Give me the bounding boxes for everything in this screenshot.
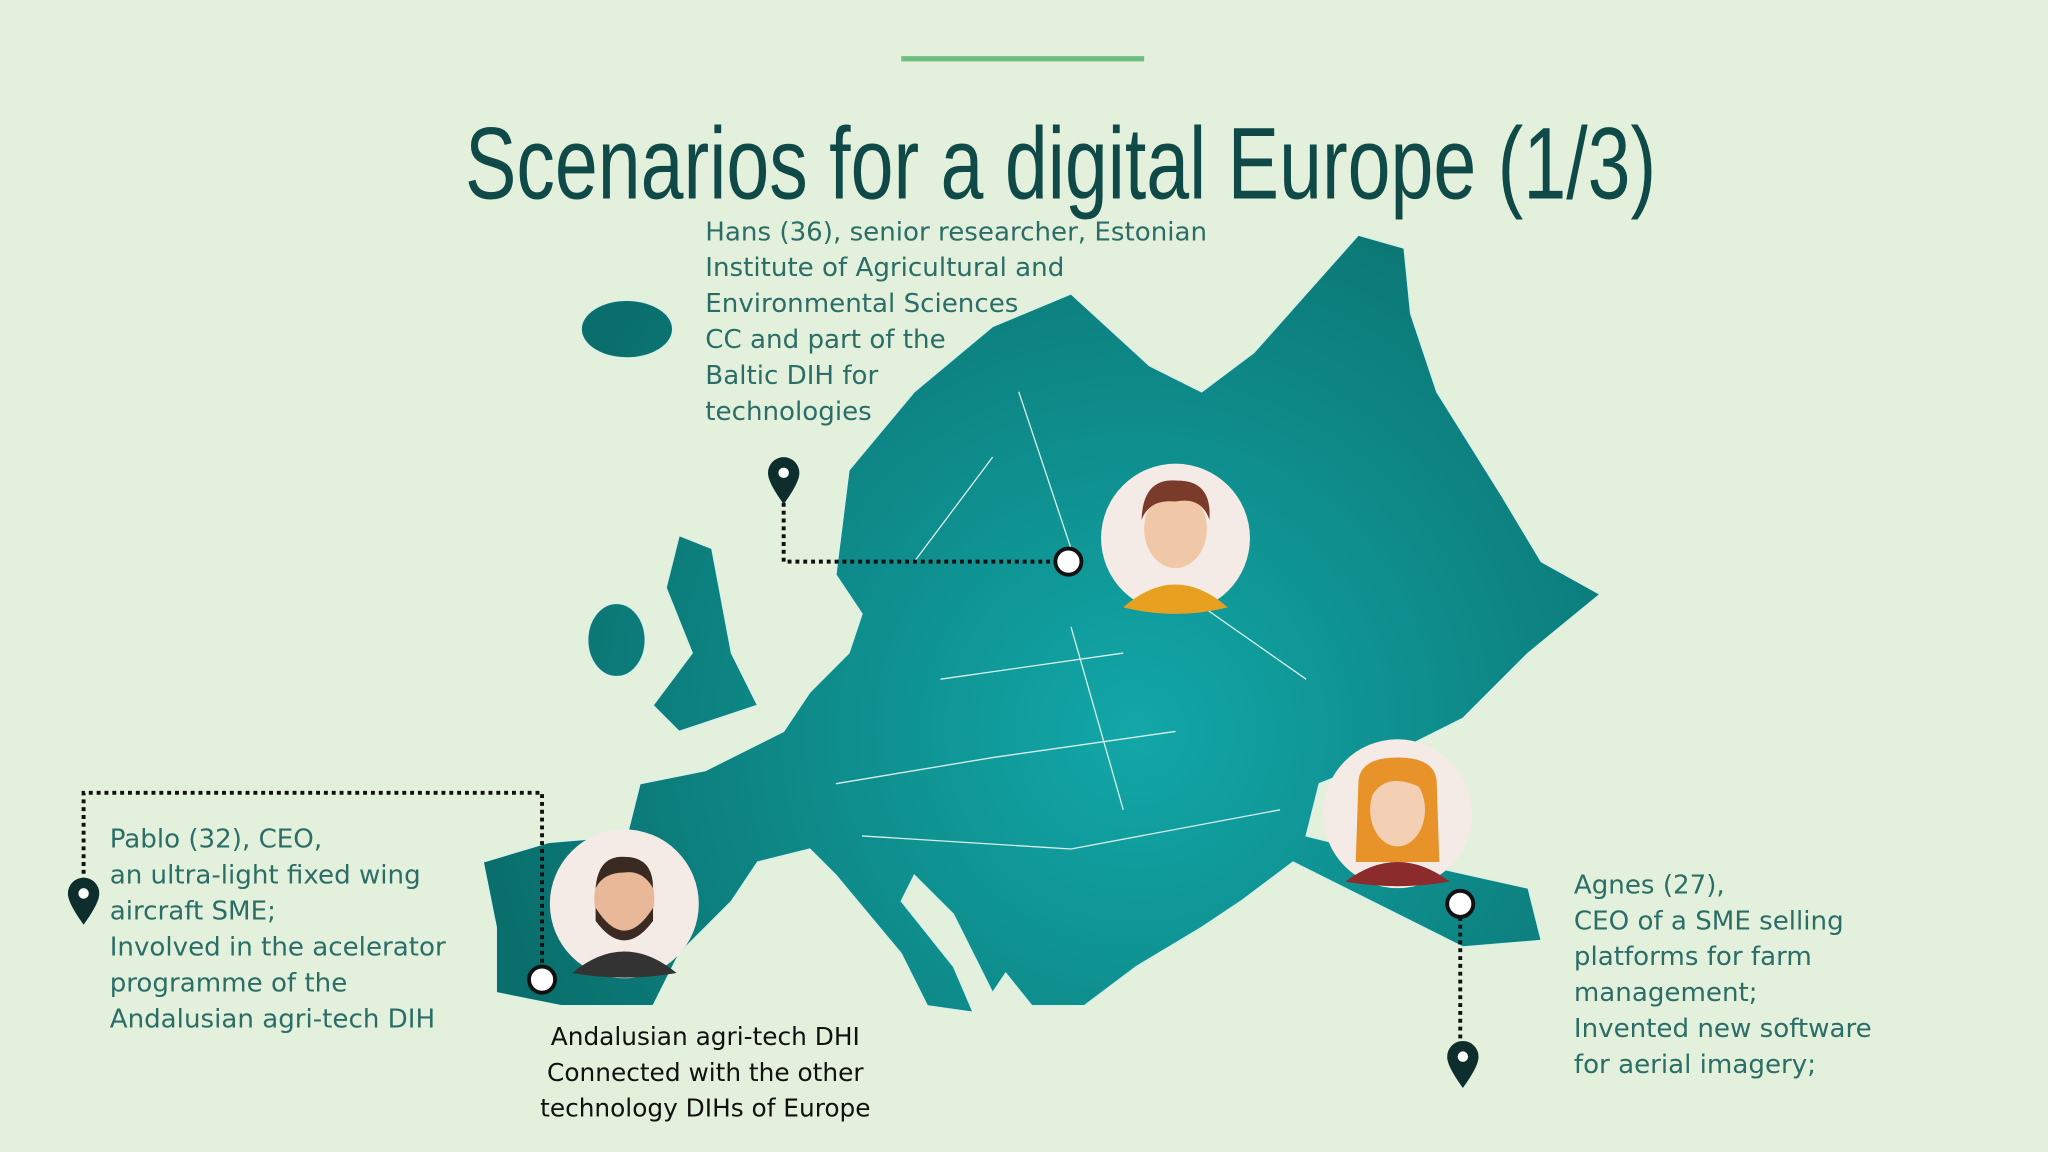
text-line: Institute of Agricultural and [705, 253, 1064, 283]
text-line: Andalusian agri-tech DIH [110, 1004, 435, 1034]
text-line: aircraft SME; [110, 897, 276, 927]
avatar-pablo [549, 829, 699, 979]
text-line: management; [1574, 978, 1758, 1008]
text-line: for aerial imagery; [1574, 1050, 1816, 1080]
location-pins [67, 457, 1479, 1088]
text-line: Environmental Sciences [705, 289, 1018, 319]
text-line: programme of the [110, 968, 348, 998]
text-line: CC and part of the [705, 325, 945, 355]
text-line: Baltic DIH for [705, 361, 878, 391]
pablo-description: Pablo (32), CEO, an ultra-light fixed win… [110, 825, 446, 1035]
text-line: Involved in the acelerator [110, 932, 446, 962]
text-line: CEO of a SME selling [1574, 906, 1844, 936]
text-line: Andalusian agri-tech DHI [551, 1022, 860, 1051]
hans-description: Hans (36), senior researcher, Estonian In… [705, 217, 1207, 427]
text-line: Invented new software [1574, 1014, 1872, 1044]
text-line: technology DIHs of Europe [540, 1094, 870, 1123]
hub-caption: Andalusian agri-tech DHI Connected with t… [540, 1022, 870, 1123]
text-line: Pablo (32), CEO, [110, 825, 322, 855]
text-line: an ultra-light fixed wing [110, 861, 421, 891]
text-line: Connected with the other [547, 1058, 864, 1087]
text-line: technologies [705, 397, 871, 427]
text-line: platforms for farm [1574, 942, 1812, 972]
text-line: Agnes (27), [1574, 870, 1725, 900]
avatar-agnes [1323, 739, 1472, 889]
title: Scenarios for a digital Europe (1/3) [465, 107, 1656, 221]
text-line: Hans (36), senior researcher, Estonian [705, 217, 1207, 247]
agnes-description: Agnes (27), CEO of a SME selling platforms… [1574, 870, 1872, 1080]
avatar-hans [1101, 463, 1250, 614]
connectors [81, 502, 1476, 1045]
